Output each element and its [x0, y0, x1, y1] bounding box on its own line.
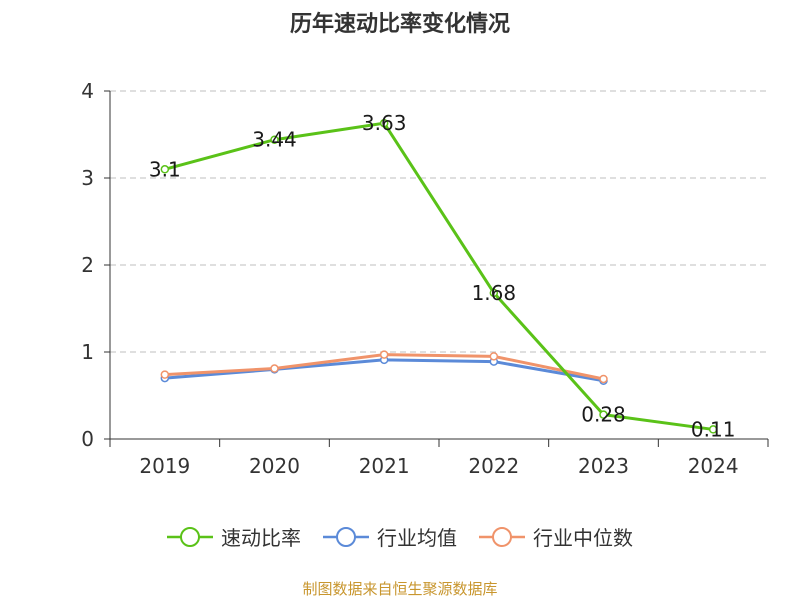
x-tick-label: 2019 — [139, 454, 190, 478]
x-tick-label: 2024 — [688, 454, 739, 478]
legend-label-industry-median: 行业中位数 — [533, 526, 633, 550]
y-tick-label: 4 — [81, 79, 94, 103]
data-label: 3.1 — [149, 157, 181, 181]
y-tick-label: 2 — [81, 253, 94, 277]
data-label: 0.11 — [691, 417, 736, 441]
chart-title: 历年速动比率变化情况 — [289, 12, 510, 37]
series-line-0 — [164, 121, 714, 431]
data-point — [160, 370, 170, 379]
data-point — [489, 288, 499, 298]
data-point — [270, 135, 279, 144]
x-tick-label: 2020 — [249, 454, 300, 478]
data-point — [379, 118, 389, 128]
data-point — [379, 350, 389, 359]
axes: 0 1 2 3 4 2019 2020 2021 2022 2023 2024 — [81, 79, 769, 478]
source-note: 制图数据来自恒生聚源数据库 — [302, 580, 498, 598]
legend-item-quick-ratio[interactable]: 速动比率 — [167, 522, 301, 551]
legend: 速动比率 行业均值 行业中位数 — [0, 522, 800, 551]
grid-lines — [110, 90, 768, 353]
legend-swatch-industry-median — [479, 526, 525, 547]
data-label: 3.63 — [362, 111, 407, 135]
legend-swatch-quick-ratio — [167, 526, 213, 547]
data-point — [599, 374, 608, 384]
data-label: 0.28 — [581, 403, 626, 427]
data-labels: 3.1 3.44 3.63 1.68 0.28 0.11 — [149, 111, 736, 441]
data-label: 1.68 — [472, 281, 517, 305]
x-tick-label: 2022 — [468, 454, 519, 478]
data-label: 3.44 — [252, 128, 297, 152]
data-point — [489, 352, 499, 361]
legend-label-quick-ratio: 速动比率 — [221, 526, 301, 550]
data-point — [599, 410, 608, 419]
data-point — [270, 364, 279, 373]
legend-item-industry-median[interactable]: 行业中位数 — [479, 522, 633, 551]
legend-item-industry-mean[interactable]: 行业均值 — [323, 522, 457, 551]
data-point — [708, 425, 718, 434]
data-point — [160, 165, 170, 174]
y-tick-label: 1 — [81, 340, 94, 364]
legend-swatch-industry-mean — [323, 526, 369, 547]
y-tick-label: 0 — [81, 427, 94, 451]
x-tick-label: 2023 — [578, 454, 629, 478]
series-lines — [160, 118, 718, 434]
legend-label-industry-mean: 行业均值 — [377, 526, 457, 550]
y-tick-label: 3 — [81, 166, 94, 190]
x-tick-label: 2021 — [359, 454, 410, 478]
